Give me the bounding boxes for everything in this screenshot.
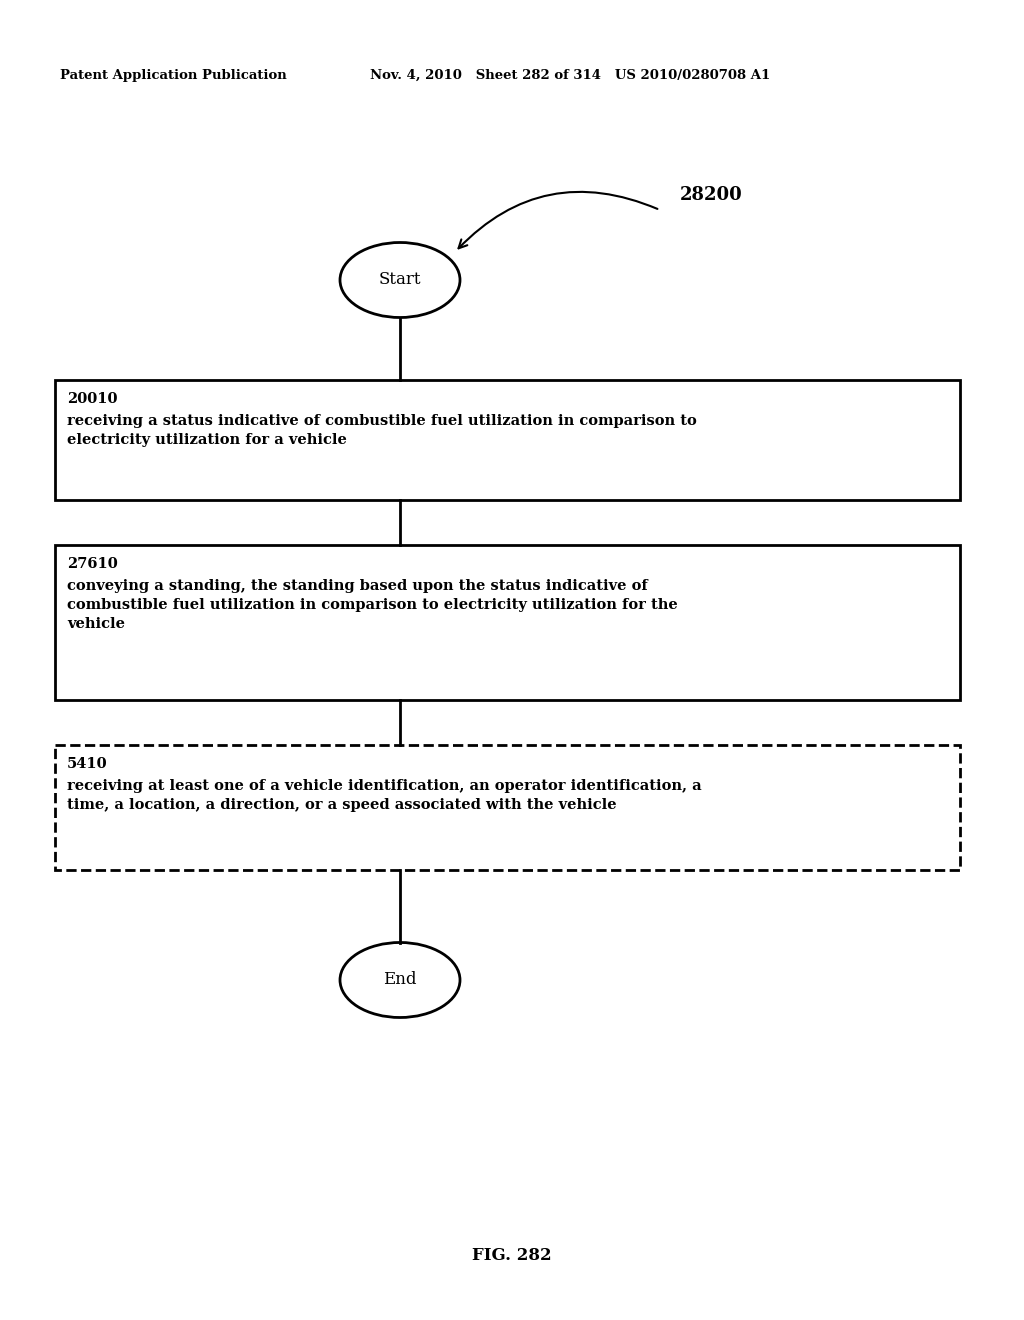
Text: receiving at least one of a vehicle identification, an operator identification, : receiving at least one of a vehicle iden… bbox=[67, 779, 701, 812]
Text: 28200: 28200 bbox=[680, 186, 742, 205]
Bar bbox=[55, 380, 961, 500]
Bar bbox=[55, 744, 961, 870]
Text: 5410: 5410 bbox=[67, 756, 108, 771]
Text: FIG. 282: FIG. 282 bbox=[472, 1246, 552, 1263]
Text: End: End bbox=[383, 972, 417, 989]
Text: Nov. 4, 2010   Sheet 282 of 314   US 2010/0280708 A1: Nov. 4, 2010 Sheet 282 of 314 US 2010/02… bbox=[370, 69, 770, 82]
Text: 27610: 27610 bbox=[67, 557, 118, 572]
Text: receiving a status indicative of combustible fuel utilization in comparison to
e: receiving a status indicative of combust… bbox=[67, 414, 696, 447]
Text: conveying a standing, the standing based upon the status indicative of
combustib: conveying a standing, the standing based… bbox=[67, 579, 678, 631]
Bar bbox=[55, 545, 961, 700]
Text: 20010: 20010 bbox=[67, 392, 118, 407]
FancyArrowPatch shape bbox=[459, 191, 657, 248]
Text: Patent Application Publication: Patent Application Publication bbox=[60, 69, 287, 82]
Text: Start: Start bbox=[379, 272, 421, 289]
